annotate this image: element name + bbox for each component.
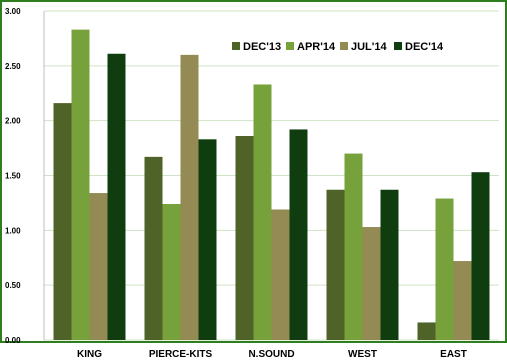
bar-east-series-2 bbox=[453, 261, 472, 340]
bar-n-sound-series-2 bbox=[271, 209, 290, 340]
bar-east-series-3 bbox=[471, 172, 490, 340]
bar-pierce-kits-series-1 bbox=[162, 204, 181, 340]
legend-swatch bbox=[394, 42, 402, 50]
y-tick-label: 3.00 bbox=[5, 7, 21, 16]
legend-swatch bbox=[286, 42, 294, 50]
bar-pierce-kits-series-2 bbox=[180, 54, 199, 340]
y-tick-label: 2.50 bbox=[5, 62, 21, 71]
bar-west-series-3 bbox=[380, 189, 399, 340]
bar-west-series-1 bbox=[344, 153, 363, 340]
bar-king-series-1 bbox=[71, 29, 90, 340]
bar-west-series-0 bbox=[326, 189, 345, 340]
bar-king-series-3 bbox=[107, 53, 126, 341]
bar-n-sound-series-1 bbox=[253, 84, 272, 340]
x-category-label: PIERCE-KITS bbox=[149, 349, 213, 360]
y-tick-label: 2.00 bbox=[5, 117, 21, 126]
x-category-label: EAST bbox=[440, 349, 467, 360]
bar-east-series-1 bbox=[435, 198, 454, 340]
legend-label: DEC'14 bbox=[405, 41, 444, 53]
bar-king-series-2 bbox=[89, 193, 108, 340]
bar-pierce-kits-series-3 bbox=[198, 139, 217, 340]
bar-n-sound-series-3 bbox=[289, 129, 308, 340]
legend-label: DEC'13 bbox=[243, 41, 281, 53]
y-tick-label: 0.50 bbox=[5, 281, 21, 290]
y-tick-label: 1.00 bbox=[5, 226, 21, 235]
legend-label: APR'14 bbox=[297, 41, 336, 53]
bar-west-series-2 bbox=[362, 227, 381, 340]
bar-pierce-kits-series-0 bbox=[144, 156, 163, 340]
legend-swatch bbox=[340, 42, 348, 50]
bar-king-series-0 bbox=[53, 103, 72, 341]
x-category-label: KING bbox=[77, 349, 102, 360]
legend-swatch bbox=[232, 42, 240, 50]
bar-n-sound-series-0 bbox=[235, 136, 254, 340]
bar-east-series-0 bbox=[417, 322, 436, 340]
x-category-label: N.SOUND bbox=[248, 349, 294, 360]
x-category-label: WEST bbox=[348, 349, 377, 360]
legend-label: JUL'14 bbox=[351, 41, 388, 53]
y-tick-label: 1.50 bbox=[5, 172, 21, 181]
y-tick-label: 0.00 bbox=[5, 336, 21, 345]
